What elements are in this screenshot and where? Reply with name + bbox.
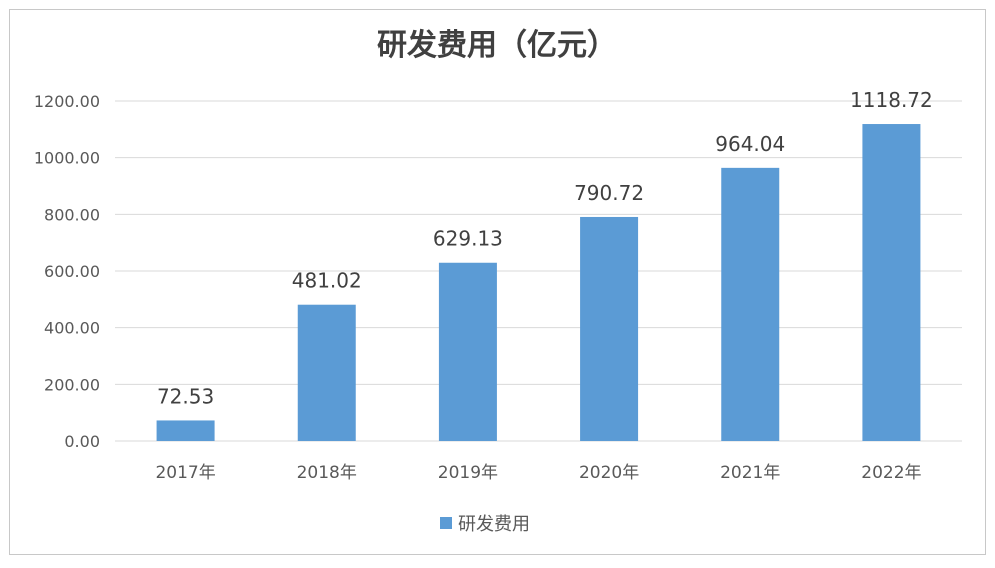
gridlines — [115, 100, 962, 442]
bar — [862, 124, 921, 442]
y-tick-label: 800.00 — [44, 205, 100, 224]
x-tick-label: 2018年 — [297, 463, 357, 483]
y-tick-label: 0.00 — [64, 432, 100, 451]
x-tick-label: 2022年 — [861, 463, 921, 483]
y-tick-label: 600.00 — [44, 262, 100, 281]
bar — [438, 262, 497, 441]
legend: 研发费用 — [440, 514, 530, 535]
data-label: 481.02 — [292, 269, 362, 293]
x-axis-ticks: 2017年 2018年 2019年 2020年 2021年 2022年 — [155, 463, 921, 483]
bar — [721, 167, 780, 441]
y-tick-label: 1200.00 — [34, 92, 100, 111]
data-labels: 72.53 481.02 629.13 790.72 964.04 1118.72 — [157, 88, 933, 408]
data-label: 629.13 — [433, 227, 503, 251]
data-label: 1118.72 — [850, 88, 933, 112]
bar — [580, 216, 639, 441]
x-tick-label: 2019年 — [438, 463, 498, 483]
y-tick-label: 1000.00 — [34, 149, 100, 168]
legend-swatch — [440, 517, 452, 529]
x-tick-label: 2020年 — [579, 463, 639, 483]
bars — [156, 124, 921, 442]
y-tick-label: 200.00 — [44, 375, 100, 394]
x-tick-label: 2017年 — [155, 463, 215, 483]
bar — [297, 304, 356, 441]
chart-title: 研发费用（亿元） — [377, 28, 617, 63]
x-tick-label: 2021年 — [720, 463, 780, 483]
y-axis-ticks: 0.00 200.00 400.00 600.00 800.00 1000.00 1200.… — [34, 92, 100, 451]
bar — [156, 420, 215, 441]
chart-border — [9, 9, 986, 555]
legend-label: 研发费用 — [458, 514, 530, 535]
y-tick-label: 400.00 — [44, 319, 100, 338]
data-label: 72.53 — [157, 384, 214, 408]
data-label: 964.04 — [715, 132, 785, 156]
data-label: 790.72 — [574, 181, 644, 205]
